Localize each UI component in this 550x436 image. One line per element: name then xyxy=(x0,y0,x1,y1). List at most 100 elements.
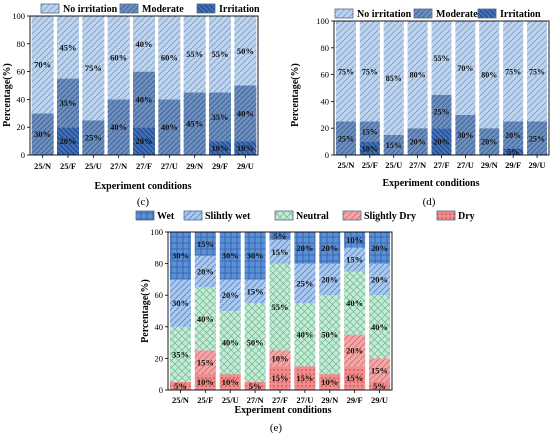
x-tick-label: 27/N xyxy=(110,161,128,171)
data-label: 25% xyxy=(529,134,545,143)
data-label: 40% xyxy=(222,338,239,348)
y-tick-label: 60 xyxy=(17,67,26,77)
data-label: 15% xyxy=(197,357,214,367)
bar-29-f-moderate-pattern xyxy=(503,121,524,149)
data-label: 30% xyxy=(457,131,473,140)
bar-25-n-no-irritation-pattern xyxy=(335,21,356,122)
legend-label-moderate: Moderate xyxy=(436,9,478,20)
y-tick-label: 0 xyxy=(21,150,25,160)
x-tick-label: 25/F xyxy=(362,160,378,170)
bar-29-u-moderate-pattern xyxy=(234,85,257,142)
data-label: 40% xyxy=(346,298,363,308)
bar-27-n-moderate-pattern xyxy=(107,99,130,155)
bar-25-f-dry-pattern xyxy=(194,374,216,390)
bar-25-f-no-irritation-pattern xyxy=(359,21,380,122)
data-labels: 5% 35% 30% 30% 10% 15% 40% 20% 15% 10% 40% 20% 30% 5%… xyxy=(172,231,388,391)
x-tick-label: 27/F xyxy=(136,161,152,171)
bar-27-f-moderate-pattern xyxy=(431,94,452,129)
x-tick-label: 25/N xyxy=(34,161,52,171)
data-label: 15% xyxy=(272,373,289,383)
bar-29-f-wet-pattern xyxy=(344,232,366,248)
bar-27-n-no-irritation-pattern xyxy=(107,16,130,100)
data-label: 55% xyxy=(272,302,289,312)
data-label: 10% xyxy=(272,353,289,363)
bar-29-f-moderate-pattern xyxy=(209,92,231,142)
bar-25-f-irritation-pattern xyxy=(57,127,79,155)
data-label: 10% xyxy=(197,377,214,387)
y-tick-label: 40 xyxy=(155,322,164,332)
bar-29-u-no-irritation-pattern xyxy=(527,21,548,122)
x-tick-label: 29/N xyxy=(481,160,499,170)
bar-25-n-moderate-pattern xyxy=(31,113,54,155)
x-tick-label: 25/U xyxy=(385,160,402,170)
bar-27-u-neutral-pattern xyxy=(294,303,316,367)
x-tick-label: 25/N xyxy=(172,395,190,405)
data-label: 25% xyxy=(85,133,102,143)
data-label: 5% xyxy=(249,381,262,391)
bar-25-u-moderate-pattern xyxy=(82,120,105,155)
data-label: 10% xyxy=(237,143,254,153)
bars xyxy=(335,21,548,155)
bar-27-f-neutral-pattern xyxy=(269,263,291,351)
legend-label-slihtly-wet: Slihtly wet xyxy=(205,211,251,222)
x-tick-label: 25/F xyxy=(197,395,213,405)
data-label: 50% xyxy=(237,46,254,56)
bar-27-u-slihtly-wet-pattern xyxy=(294,263,316,304)
data-label: 55% xyxy=(186,49,203,59)
y-axis-title: Percentage(%) xyxy=(290,63,301,127)
x-tick-label: 27/F xyxy=(433,160,449,170)
bar-27-n-slihtly-wet-pattern xyxy=(244,279,266,304)
data-label: 20% xyxy=(371,243,388,253)
legend-swatch-no-irritation-pattern xyxy=(334,8,354,19)
x-tick-label: 25/F xyxy=(60,161,76,171)
data-label: 40% xyxy=(136,94,153,104)
bar-27-u-dry-pattern xyxy=(294,366,316,390)
bar-25-f-slightly-dry-pattern xyxy=(194,350,216,375)
data-label: 60% xyxy=(161,53,178,63)
data-label: 40% xyxy=(237,108,254,118)
data-label: 45% xyxy=(60,42,77,52)
data-label: 5% xyxy=(174,381,187,391)
legend: Wet Slihtly wet Neutral Slightly Dry Dry xyxy=(135,210,475,222)
legend-swatch-dry-pattern xyxy=(436,210,456,221)
bar-29-n-wet-pattern xyxy=(319,232,341,264)
x-tick-label: 29/F xyxy=(505,160,521,170)
legend-swatch-wet-pattern xyxy=(135,210,155,221)
data-label: 55% xyxy=(212,49,229,59)
bar-27-n-moderate-pattern xyxy=(407,128,428,155)
data-label: 75% xyxy=(85,63,102,73)
legend-label-moderate: Moderate xyxy=(142,4,184,15)
bar-27-f-wet-pattern xyxy=(269,232,291,240)
data-label: 20% xyxy=(434,138,450,147)
bar-29-f-no-irritation-pattern xyxy=(209,16,231,93)
bar-25-u-moderate-pattern xyxy=(383,134,404,155)
data-label: 75% xyxy=(505,67,521,76)
panel-label: (c) xyxy=(137,196,150,208)
data-label: 20% xyxy=(60,136,77,146)
bar-27-f-irritation-pattern xyxy=(431,128,452,155)
data-label: 20% xyxy=(410,138,426,147)
x-axis-title: Experiment conditions xyxy=(95,181,192,192)
data-label: 75% xyxy=(338,67,354,76)
data-label: 40% xyxy=(161,122,178,132)
panel-label: (d) xyxy=(423,196,436,208)
y-tick-label: 80 xyxy=(155,259,164,269)
y-tick-label: 40 xyxy=(321,96,330,106)
legend-label-dry: Dry xyxy=(458,211,475,222)
data-label: 5% xyxy=(274,231,287,241)
bar-29-n-no-irritation-pattern xyxy=(183,16,206,93)
y-tick-label: 0 xyxy=(325,150,329,160)
bar-29-f-slightly-dry-pattern xyxy=(344,334,366,367)
bar-25-n-neutral-pattern xyxy=(169,326,191,383)
bar-27-u-moderate-pattern xyxy=(455,114,476,155)
data-label: 30% xyxy=(34,129,51,139)
bar-27-u-moderate-pattern xyxy=(158,99,181,155)
legend: No irritation Moderate Irritation xyxy=(334,8,541,20)
bar-29-n-no-irritation-pattern xyxy=(479,21,500,129)
x-tick-label: 29/N xyxy=(321,395,339,405)
data-label: 20% xyxy=(321,274,338,284)
y-tick-label: 100 xyxy=(150,227,163,237)
bar-29-f-irritation-pattern xyxy=(503,148,524,155)
bar-27-f-no-irritation-pattern xyxy=(431,21,452,95)
x-tick-label: 29/F xyxy=(347,395,363,405)
